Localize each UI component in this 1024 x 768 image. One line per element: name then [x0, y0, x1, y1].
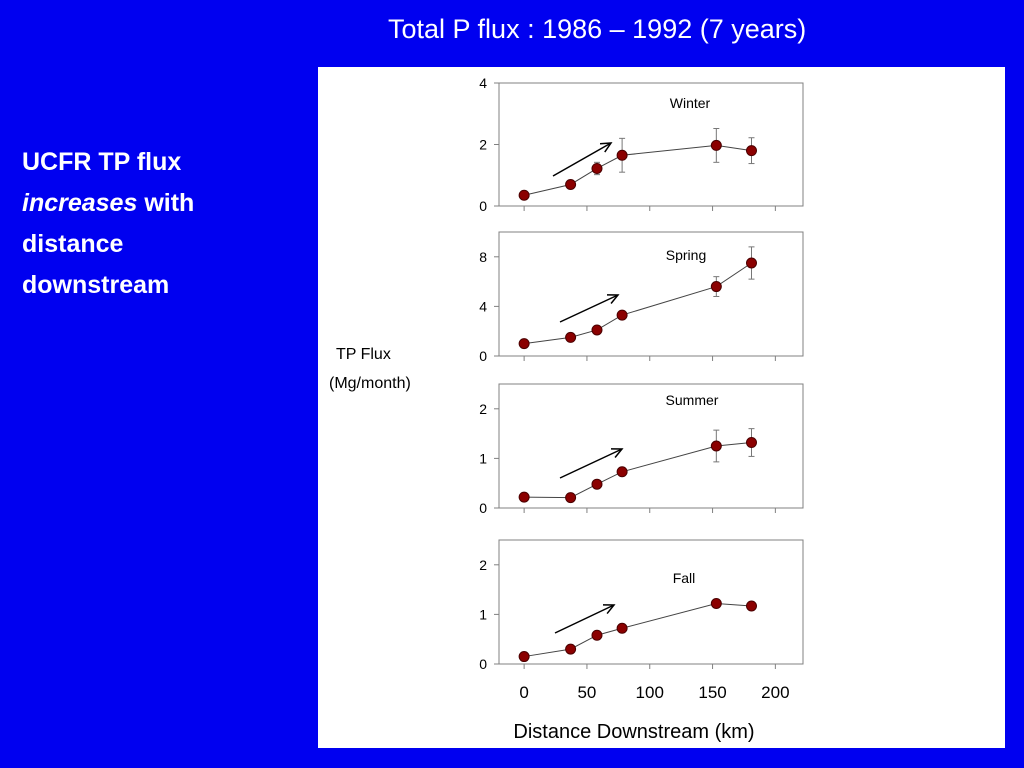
data-point — [616, 622, 628, 634]
data-point — [745, 437, 757, 449]
data-point — [565, 178, 577, 190]
season-label: Spring — [666, 247, 706, 263]
data-point — [616, 309, 628, 321]
x-tick-label: 0 — [519, 683, 528, 702]
trend-arrow-line — [554, 604, 615, 634]
y-tick-label: 4 — [479, 298, 487, 314]
series-line — [524, 442, 752, 499]
series-line — [524, 602, 752, 658]
season-label: Winter — [670, 95, 711, 111]
trend-arrow-line — [559, 448, 623, 479]
data-point — [710, 597, 722, 609]
side-text-emphasis: increases — [22, 189, 138, 217]
plot-frame — [498, 539, 804, 665]
side-text-line-1: UCFR TP flux — [22, 148, 182, 176]
data-point — [518, 491, 530, 503]
data-point — [616, 149, 628, 161]
y-tick-label: 0 — [479, 198, 487, 214]
side-text-line-2: increases with — [22, 183, 194, 224]
y-axis-unit-label: (Mg/month) — [329, 375, 411, 392]
y-tick-label: 8 — [479, 249, 487, 265]
data-point — [745, 600, 757, 612]
panel-fall: 0 1 2 Fall — [479, 539, 804, 672]
y-tick-label: 1 — [479, 450, 487, 466]
side-text-line-3: distance — [22, 230, 124, 258]
side-text-line-2-rest: with — [137, 189, 195, 217]
x-axis-label: Distance Downstream (km) — [513, 721, 754, 743]
chart-panel — [318, 67, 1005, 748]
data-point — [591, 629, 603, 641]
y-tick-label: 0 — [479, 348, 487, 364]
data-point — [518, 651, 530, 663]
series-line — [524, 262, 752, 345]
slide-title: Total P flux : 1986 – 1992 (7 years) — [388, 14, 807, 44]
side-text: UCFR TP flux increases with distance dow… — [22, 142, 194, 306]
trend-arrow-line — [559, 294, 619, 323]
y-tick-label: 2 — [479, 557, 487, 573]
data-point — [745, 145, 757, 157]
trend-arrow-head — [610, 448, 624, 459]
trend-arrow-head — [606, 294, 620, 304]
y-tick-label: 0 — [479, 500, 487, 516]
x-tick-label: 50 — [577, 683, 596, 702]
y-tick-label: 2 — [479, 137, 487, 153]
plot-frame — [498, 82, 804, 207]
data-point — [518, 189, 530, 201]
season-label: Summer — [666, 392, 719, 408]
y-tick-label: 4 — [479, 75, 487, 91]
x-tick-label: 200 — [761, 683, 789, 702]
trend-arrow-head — [599, 142, 613, 153]
data-point — [518, 338, 530, 350]
panel-summer: 0 1 2 Summer — [479, 383, 804, 516]
panels-group: 0 2 4 Winter 0 4 8 Spring 0 1 2 Summer 0 1 2 Fall 0 50 100… — [479, 75, 804, 702]
series-line — [524, 144, 752, 196]
x-tick-label: 150 — [698, 683, 726, 702]
season-label: Fall — [673, 570, 696, 586]
panel-spring: 0 4 8 Spring — [479, 231, 804, 364]
data-point — [616, 466, 628, 478]
data-point — [591, 324, 603, 336]
y-tick-label: 2 — [479, 401, 487, 417]
plot-frame — [498, 383, 804, 509]
x-tick-label: 100 — [636, 683, 664, 702]
y-tick-label: 1 — [479, 606, 487, 622]
plot-frame — [498, 231, 804, 357]
y-tick-label: 0 — [479, 656, 487, 672]
panel-winter: 0 2 4 Winter — [479, 75, 804, 214]
data-point — [710, 440, 722, 452]
y-axis-label: TP Flux — [336, 346, 391, 363]
data-point — [565, 492, 577, 504]
trend-arrow-line — [552, 142, 612, 177]
data-point — [710, 281, 722, 293]
data-point — [565, 643, 577, 655]
data-point — [591, 478, 603, 490]
data-point — [565, 331, 577, 343]
data-point — [710, 139, 722, 151]
trend-arrow-head — [602, 604, 616, 615]
data-point — [745, 257, 757, 269]
data-point — [591, 162, 603, 174]
side-text-line-4: downstream — [22, 271, 170, 299]
